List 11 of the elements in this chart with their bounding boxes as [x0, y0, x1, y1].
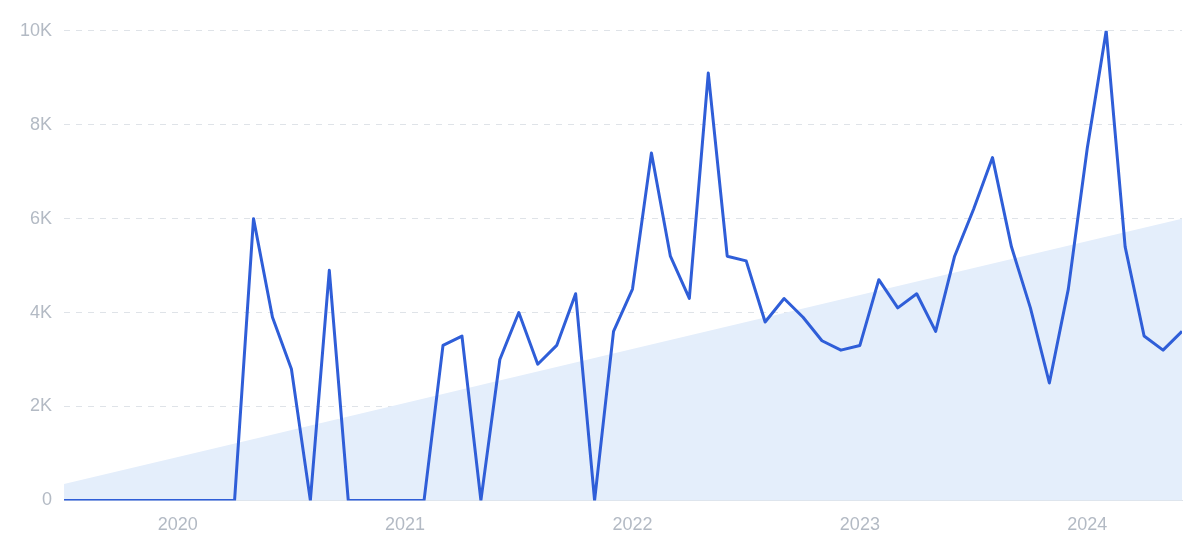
x-tick-label: 2022 — [612, 514, 653, 535]
y-tick-label: 6K — [30, 207, 53, 228]
y-tick-label: 8K — [30, 113, 53, 134]
x-tick-label: 2020 — [157, 514, 198, 535]
y-tick-label: 0 — [42, 489, 53, 510]
y-tick-label: 4K — [30, 301, 53, 322]
y-tick-label: 2K — [30, 395, 53, 416]
x-tick-label: 2021 — [385, 514, 426, 535]
y-tick-label: 10K — [20, 19, 53, 40]
x-tick-label: 2024 — [1067, 514, 1108, 535]
x-tick-label: 2023 — [839, 514, 880, 535]
